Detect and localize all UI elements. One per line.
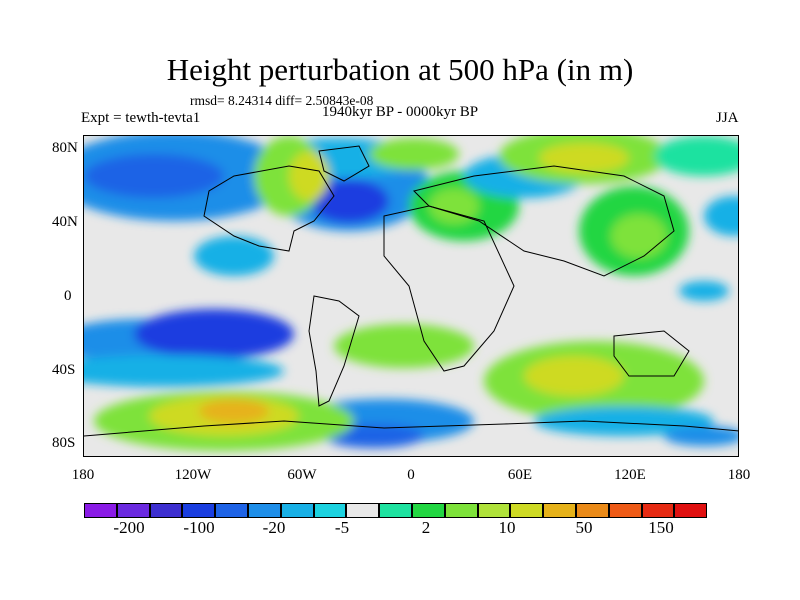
colorbar-box: [116, 503, 150, 518]
lat-label-80n: 80N: [52, 140, 78, 156]
map-title: Height perturbation at 500 hPa (in m): [166, 52, 634, 87]
anomaly-region: [524, 356, 624, 396]
colorbar-label: 10: [498, 518, 516, 537]
lat-label-equator: 0: [64, 288, 72, 304]
colorbar-box: [510, 503, 544, 518]
colorbar-label: 2: [421, 518, 431, 537]
lon-label-120w: 120W: [174, 467, 212, 483]
anomaly-region: [679, 281, 729, 301]
colorbar-box: [379, 503, 412, 518]
colorbar-box: [674, 503, 708, 518]
coastline-greenland: [318, 145, 370, 182]
colorbar-box: [641, 503, 675, 518]
coastline-africa: [383, 205, 515, 372]
colorbar-box: [182, 503, 216, 518]
colorbar-box: [84, 503, 117, 518]
anomaly-region: [534, 406, 714, 436]
colorbar-box: [411, 503, 445, 518]
lat-label-80s: 80S: [52, 435, 76, 451]
coastline-eurasia: [413, 165, 675, 277]
lat-label-40s: 40S: [52, 362, 76, 378]
colorbar-label: -20: [262, 518, 286, 537]
colorbar-box: [346, 503, 380, 518]
anomaly-region: [324, 424, 424, 448]
anomaly-region: [199, 399, 269, 423]
experiment-label: Expt = tewth-tevta1: [81, 110, 201, 126]
lon-label-180e: 180: [727, 467, 751, 483]
anomaly-region: [704, 196, 738, 236]
coastline-australia: [613, 330, 690, 377]
period-label: 1940kyr BP - 0000kyr BP: [322, 104, 479, 120]
anomaly-region: [289, 151, 329, 201]
colorbar-box: [477, 503, 511, 518]
coastline-north-america: [203, 165, 335, 252]
colorbar-box: [543, 503, 576, 518]
anomaly-region: [654, 136, 738, 176]
colorbar: [84, 503, 708, 518]
colorbar-label: -200: [113, 518, 145, 537]
map-panel: [83, 135, 739, 457]
anomaly-region: [429, 188, 479, 224]
season-label: JJA: [716, 110, 739, 126]
colorbar-box: [608, 503, 642, 518]
coastline-south-america: [308, 295, 360, 407]
colorbar-label: 150: [648, 518, 674, 537]
colorbar-box: [575, 503, 609, 518]
anomaly-region: [539, 143, 629, 173]
colorbar-label: -5: [334, 518, 350, 537]
colorbar-box: [280, 503, 314, 518]
anomaly-region: [334, 324, 474, 368]
coastline-antarctica: [84, 420, 738, 437]
contour-map: [84, 136, 738, 456]
colorbar-box: [247, 503, 281, 518]
anomaly-region: [611, 214, 667, 258]
colorbar-box: [444, 503, 478, 518]
lon-label-60w: 60W: [287, 467, 317, 483]
lon-label-120e: 120E: [614, 467, 646, 483]
lon-label-180w: 180: [71, 467, 95, 483]
colorbar-box: [313, 503, 347, 518]
anomaly-region: [194, 236, 274, 276]
lat-label-40n: 40N: [52, 214, 78, 230]
coastlines: [84, 145, 738, 437]
anomaly-region: [309, 179, 389, 223]
colorbar-label: -100: [183, 518, 215, 537]
anomaly-region: [369, 138, 459, 170]
anomaly-region: [134, 309, 294, 359]
colorbar-box: [149, 503, 183, 518]
lon-label-0: 0: [407, 467, 415, 483]
anomaly-region: [84, 355, 284, 387]
statistics-text: rmsd= 8.24314 diff= 2.50843e-08: [190, 93, 374, 108]
anomaly-region: [664, 426, 738, 446]
anomaly-region: [84, 154, 224, 198]
colorbar-box: [215, 503, 248, 518]
colorbar-label: 50: [575, 518, 593, 537]
lon-label-60e: 60E: [507, 467, 533, 483]
